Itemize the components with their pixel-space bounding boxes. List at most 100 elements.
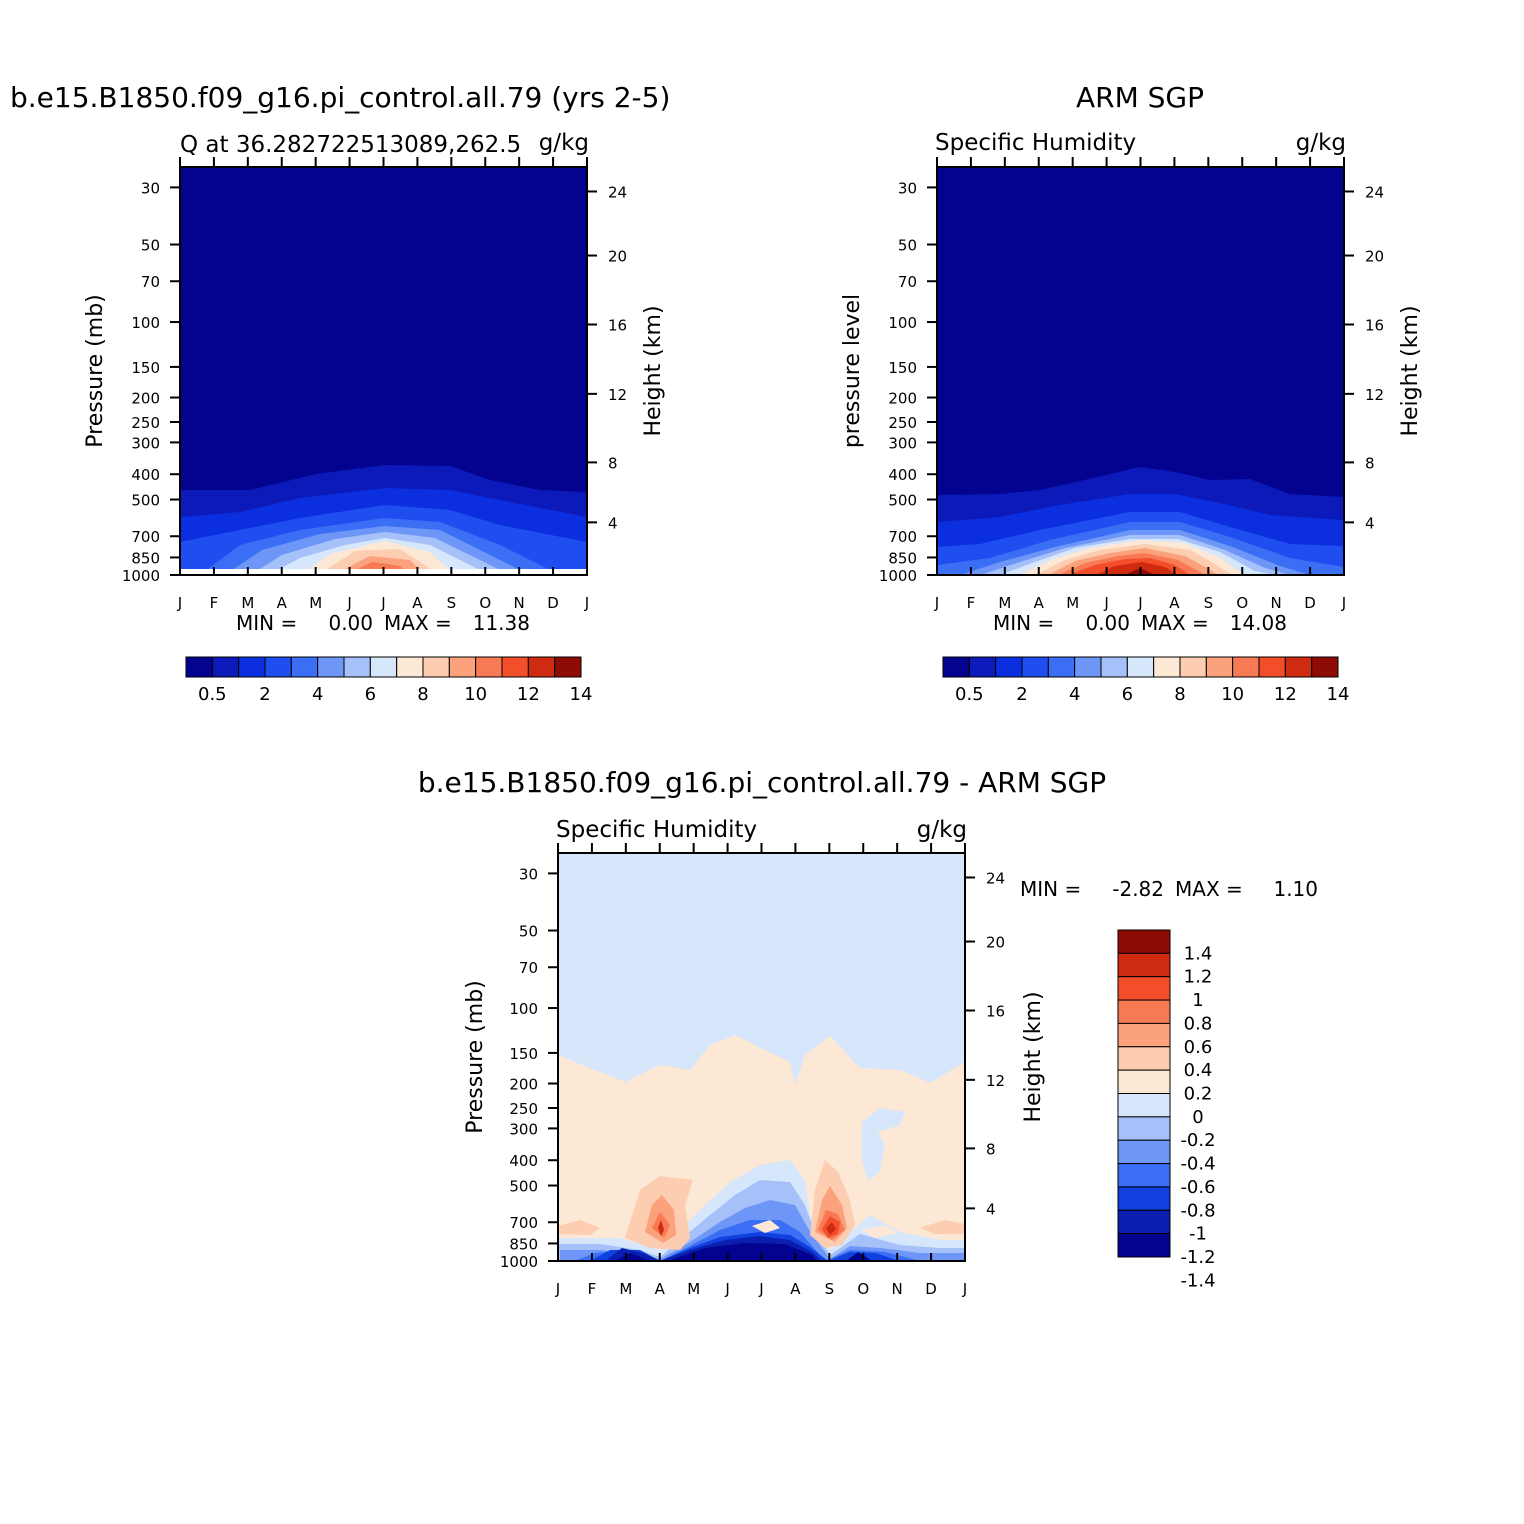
colorbar-label: 6 (365, 684, 376, 705)
panel-obs-max-value: 14.08 (1230, 611, 1287, 635)
colorbar-swatch (1258, 656, 1286, 678)
colorbar-label: 1.2 (1184, 967, 1213, 988)
y-right-axis-label: Height (km) (1398, 305, 1423, 436)
colorbar-swatch (1117, 1163, 1171, 1188)
panel-model-title: b.e15.B1850.f09_g16.pi_control.all.79 (y… (10, 81, 670, 114)
x-tick-label: O (1236, 594, 1248, 612)
panel-obs-contours (937, 167, 1344, 575)
y-right-tick-label: 8 (986, 1140, 996, 1158)
panel-model: b.e15.B1850.f09_g16.pi_control.all.79 (y… (10, 81, 670, 705)
y-right-tick-label: 24 (1365, 183, 1384, 201)
colorbar-swatch (1117, 1186, 1171, 1211)
x-tick-label: M (998, 594, 1011, 612)
y-tick-label: 700 (509, 1214, 538, 1232)
contour-fill (846, 1252, 872, 1261)
panel-model-subtitle-left: Q at 36.282722513089,262.5 (180, 132, 521, 158)
x-tick-label: J (380, 594, 385, 612)
colorbar-label: -1.2 (1180, 1247, 1215, 1268)
y-tick-label: 850 (888, 549, 917, 567)
panel-model-contours (180, 167, 587, 575)
y-tick-label: 1000 (122, 567, 160, 585)
y-right-axis-label: Height (km) (641, 305, 666, 436)
x-tick-label: J (934, 594, 939, 612)
colorbar-label: 8 (1174, 684, 1185, 705)
x-tick-label: A (277, 594, 288, 612)
colorbar-swatch (1232, 656, 1260, 678)
colorbar-label: 0.8 (1184, 1013, 1213, 1034)
colorbar-label: 8 (417, 684, 428, 705)
colorbar-label: 14 (1327, 684, 1350, 705)
x-tick-label: M (309, 594, 322, 612)
colorbar-label: 14 (570, 684, 593, 705)
colorbar-swatch (1117, 1116, 1171, 1141)
y-right-axis-label: Height (km) (1021, 991, 1046, 1122)
y-right-tick-label: 8 (1365, 454, 1375, 472)
colorbar-label: 0.2 (1184, 1084, 1213, 1105)
panel-obs-min-value: 0.00 (1085, 611, 1130, 635)
contour-fill (615, 1253, 650, 1261)
contour-fill (658, 1220, 664, 1236)
y-tick-label: 50 (519, 923, 538, 941)
colorbar-swatch (369, 656, 398, 678)
y-right-tick-label: 20 (608, 248, 627, 266)
colorbar-label: 0.6 (1184, 1037, 1213, 1058)
y-tick-label: 150 (509, 1045, 538, 1063)
y-tick-label: 400 (509, 1152, 538, 1170)
y-tick-label: 300 (131, 434, 160, 452)
contour-fill (920, 1220, 965, 1234)
y-tick-label: 700 (131, 528, 160, 546)
colorbar-swatch (1179, 656, 1207, 678)
colorbar-swatch (1117, 929, 1171, 954)
panel-obs-subtitle-left: Specific Humidity (935, 130, 1136, 156)
colorbar-label: 1 (1192, 990, 1203, 1011)
y-tick-label: 500 (509, 1178, 538, 1196)
x-tick-label: M (619, 1280, 632, 1298)
colorbar-swatch (422, 656, 450, 678)
x-tick-label: J (555, 1280, 560, 1298)
colorbar-swatch (1117, 1139, 1171, 1165)
y-tick-label: 300 (509, 1120, 538, 1138)
y-tick-label: 200 (509, 1076, 538, 1094)
colorbar-swatch (1117, 1069, 1171, 1094)
y-tick-label: 700 (888, 528, 917, 546)
colorbar-swatch (942, 656, 970, 678)
y-right-tick-label: 4 (608, 514, 618, 532)
y-tick-label: 70 (519, 959, 538, 977)
colorbar-swatch (317, 656, 345, 678)
y-tick-label: 200 (888, 390, 917, 408)
y-right-tick-label: 8 (608, 454, 618, 472)
colorbar-label: 4 (1069, 684, 1080, 705)
colorbar-swatch (1117, 999, 1171, 1024)
colorbar-label: -1.4 (1180, 1270, 1215, 1291)
colorbar-swatch (475, 656, 503, 678)
x-tick-label: S (447, 594, 457, 612)
y-tick-label: 70 (898, 273, 917, 291)
colorbar-swatch (343, 656, 371, 678)
contour-fill (668, 1243, 816, 1261)
colorbar-swatch (1021, 656, 1049, 678)
y-right-tick-label: 16 (986, 1002, 1005, 1020)
panel-model-colorbar: 0.5 2 4 6 8 10 12 14 (185, 656, 593, 705)
y-tick-label: 100 (131, 314, 160, 332)
y-tick-label: 400 (888, 466, 917, 484)
panel-model-max-value: 11.38 (473, 611, 530, 635)
x-tick-label: F (210, 594, 219, 612)
x-tick-label: J (1137, 594, 1142, 612)
panel-diff-contours (558, 853, 965, 1261)
panel-diff-max-label: MAX = (1175, 877, 1243, 901)
colorbar-swatch (1205, 656, 1234, 678)
panel-model-max-label: MAX = (384, 611, 452, 635)
colorbar-swatch (968, 656, 997, 678)
panel-diff-min-label: MIN = (1020, 877, 1081, 901)
colorbar-swatch (1074, 656, 1102, 678)
colorbar-swatch (995, 656, 1023, 678)
y-right-tick-label: 4 (1365, 514, 1375, 532)
y-tick-label: 150 (888, 359, 917, 377)
y-tick-label: 30 (519, 865, 538, 883)
panel-model-axes: J F M A M J J A S O N D J 30 50 70 100 150 200 250 300 400 500… (83, 157, 666, 612)
y-right-tick-label: 16 (1365, 316, 1384, 334)
y-tick-label: 500 (888, 492, 917, 510)
panel-obs: ARM SGP Specific Humidity g/kg J F M A M J J A S… (840, 81, 1423, 705)
x-tick-label: D (1304, 594, 1316, 612)
y-tick-label: 30 (141, 179, 160, 197)
